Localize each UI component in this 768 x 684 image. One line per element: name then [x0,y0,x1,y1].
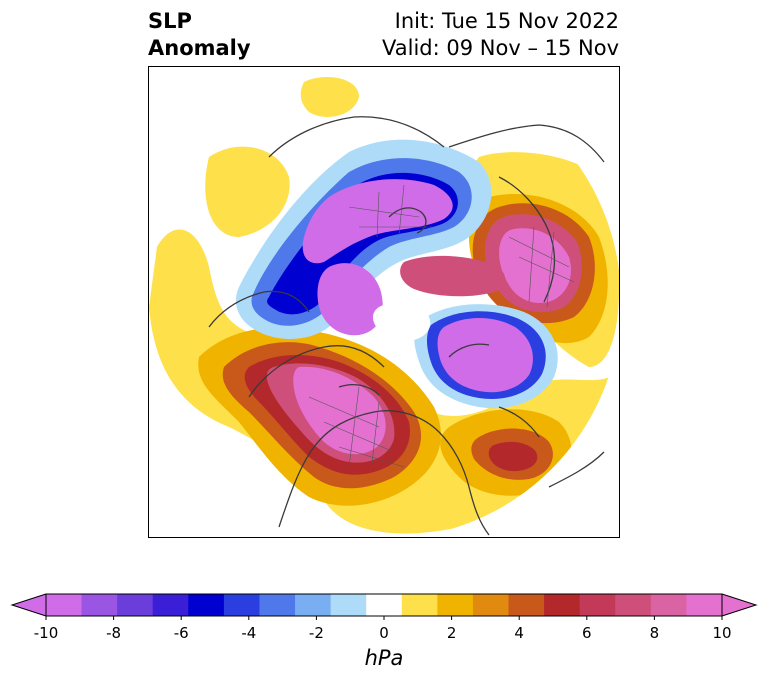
anomaly-high-na-peak [293,366,386,455]
colorbar-swatch [544,594,581,616]
colorbar-swatch [686,594,723,616]
coastlines [208,116,605,536]
anomaly-positive-europe [205,146,290,237]
colorbar-tick-label: 8 [649,624,660,642]
colorbar-swatch [401,594,438,616]
colorbar-swatch [81,594,118,616]
colorbar-units: hPa [364,646,404,670]
anomaly-low-siberia-core [437,318,533,393]
plot-title-right: Init: Tue 15 Nov 2022 Valid: 09 Nov – 15… [382,8,619,62]
colorbar-swatch [46,594,83,616]
colorbar-swatch [650,594,687,616]
colorbar-tick-label: -2 [308,624,324,642]
political-borders [308,184,575,473]
colorbar-swatch [223,594,260,616]
colorbar-tick-label: 10 [712,624,732,642]
colorbar-over-arrow [722,594,756,616]
anomaly-positive-north [300,77,359,117]
colorbar-arrow-outline-left [10,593,47,617]
colorbar-tick-label: 4 [514,624,524,642]
anomaly-high-eurasia-west [400,255,506,297]
colorbar-swatch [437,594,474,616]
colorbar-swatch [579,594,616,616]
anomaly-fill [149,77,619,534]
colorbar-tick-label: -8 [106,624,122,642]
colorbar-tick-label: 6 [582,624,592,642]
colorbar-swatch [188,594,225,616]
colorbar-arrow-outline-right [721,593,758,617]
colorbar-swatch [508,594,545,616]
colorbar-ticks [45,616,723,620]
colorbar [10,593,758,620]
anomaly-low-greenland-core [317,263,383,336]
title-variable: SLP [148,9,192,33]
colorbar-tick-label: -4 [241,624,257,642]
anomaly-map [149,77,619,536]
colorbar-tick-label: 2 [446,624,457,642]
colorbar-swatches [46,594,723,616]
colorbar-swatch [259,594,296,616]
colorbar-tick-label: 0 [379,624,389,642]
colorbar-swatch [295,594,332,616]
colorbar-tick-label: -6 [173,624,189,642]
colorbar-swatch [152,594,189,616]
colorbar-under-arrow [12,594,46,616]
plot-title-left: SLP Anomaly [148,8,251,62]
colorbar-swatch [615,594,652,616]
colorbar-swatch [366,594,403,616]
colorbar-swatch [330,594,367,616]
colorbar-tick-label: -10 [33,624,59,642]
anomaly-neutral-arctic [372,301,431,342]
colorbar-swatch [117,594,154,616]
anomaly-high-southeast-core [488,441,538,472]
map-panel [148,66,620,538]
valid-range: Valid: 09 Nov – 15 Nov [382,36,619,60]
init-time: Init: Tue 15 Nov 2022 [394,9,619,33]
colorbar-swatch [472,594,510,616]
title-field: Anomaly [148,36,251,60]
